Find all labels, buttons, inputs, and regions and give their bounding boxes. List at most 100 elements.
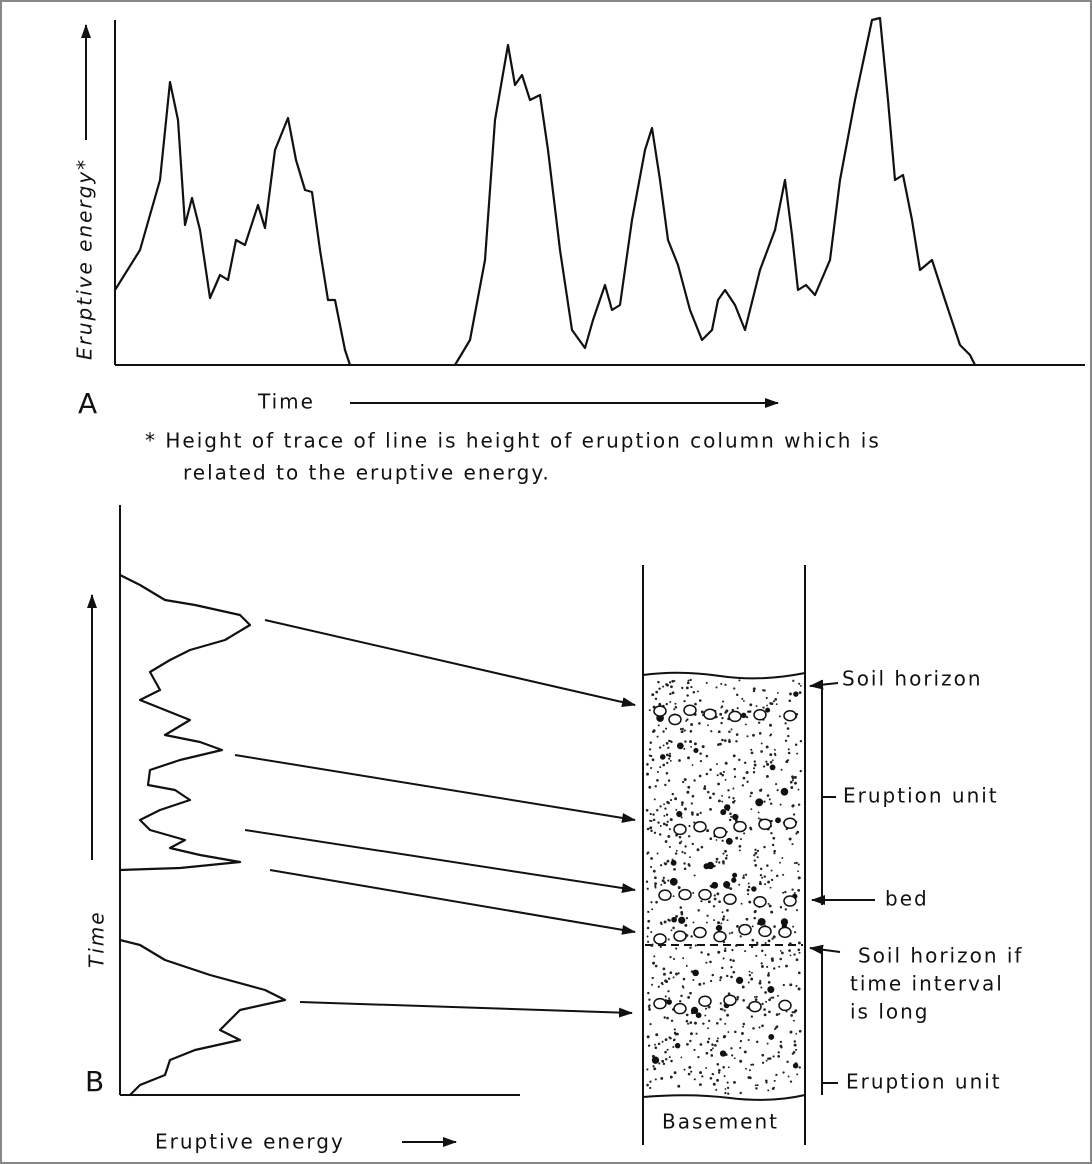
grain: [753, 763, 757, 767]
grain: [752, 771, 756, 774]
grain: [646, 1083, 649, 1087]
grain: [731, 877, 737, 883]
grain: [711, 1043, 714, 1046]
grain: [673, 1031, 677, 1035]
grain: [673, 1028, 676, 1031]
grain: [652, 818, 656, 822]
grain: [778, 999, 792, 1012]
grain: [689, 729, 693, 733]
grain: [670, 1019, 674, 1023]
grain: [777, 1055, 781, 1058]
grain: [659, 825, 662, 827]
grain: [685, 686, 689, 690]
grain: [713, 919, 716, 922]
grain: [706, 861, 715, 870]
grain: [647, 1005, 650, 1008]
grain: [675, 915, 678, 918]
grain: [765, 707, 771, 713]
grain: [742, 1025, 745, 1028]
grain: [700, 900, 703, 903]
grain: [728, 740, 731, 743]
grain: [773, 1028, 776, 1031]
grain: [666, 999, 672, 1005]
grain: [716, 763, 718, 766]
grain: [646, 926, 650, 930]
grain: [783, 709, 797, 722]
grain: [746, 888, 750, 892]
grain: [755, 995, 758, 998]
grain: [768, 1033, 775, 1040]
grain: [779, 803, 782, 806]
grain: [711, 1047, 714, 1050]
grain: [674, 1042, 681, 1049]
grain: [698, 982, 702, 986]
grain: [732, 959, 735, 962]
grain: [698, 888, 712, 901]
grain: [700, 951, 703, 954]
grain: [654, 1078, 657, 1081]
grain: [690, 802, 693, 805]
grain: [683, 1068, 686, 1071]
grain: [754, 998, 758, 1001]
grain: [686, 934, 689, 937]
grain: [791, 779, 794, 782]
panel-b: Time B Eruptive energy Soil horizon Erup…: [85, 505, 1021, 1154]
grain: [757, 721, 761, 724]
grain: [683, 807, 687, 811]
grain: [649, 1080, 652, 1083]
grain: [758, 1026, 761, 1029]
grain: [646, 1068, 649, 1071]
grain: [719, 1002, 722, 1005]
grain: [718, 1069, 721, 1072]
grain: [651, 758, 655, 762]
grain: [723, 1009, 726, 1012]
grain: [684, 740, 687, 743]
grain: [668, 845, 671, 849]
grain: [738, 849, 741, 852]
grain: [775, 817, 781, 824]
grain: [767, 971, 770, 975]
grain: [779, 905, 783, 909]
grain: [773, 748, 776, 751]
grain: [739, 1059, 743, 1063]
grain: [710, 730, 713, 733]
grain: [744, 873, 748, 876]
grain: [711, 1072, 715, 1076]
grain: [686, 718, 689, 721]
grain: [753, 916, 756, 920]
grain: [723, 994, 737, 1006]
grain: [715, 839, 718, 841]
grain: [749, 827, 753, 831]
grain: [751, 938, 755, 942]
grain: [667, 879, 670, 882]
grain: [706, 829, 710, 833]
grain: [719, 712, 723, 716]
grain: [715, 924, 723, 932]
grain: [779, 950, 782, 952]
column-label: time interval: [850, 972, 1004, 996]
grain: [680, 1056, 683, 1059]
grain: [684, 923, 688, 927]
grain: [746, 780, 749, 783]
grain: [646, 772, 649, 776]
grain: [727, 992, 731, 995]
grain: [690, 723, 694, 726]
link-arrow: [299, 1001, 633, 1018]
grain: [773, 1086, 775, 1089]
grain: [772, 1055, 775, 1058]
grain: [658, 702, 662, 706]
grain: [716, 1062, 720, 1066]
grain: [658, 1062, 661, 1065]
grain: [694, 944, 697, 947]
grain: [659, 921, 663, 924]
grain: [740, 712, 747, 719]
grain: [692, 892, 695, 894]
grain: [720, 809, 727, 816]
grain: [661, 1059, 665, 1063]
grain: [770, 996, 773, 999]
grain: [735, 944, 738, 947]
grain: [717, 782, 720, 786]
grain: [663, 1016, 666, 1019]
grain: [659, 805, 662, 808]
grain: [793, 1043, 797, 1047]
